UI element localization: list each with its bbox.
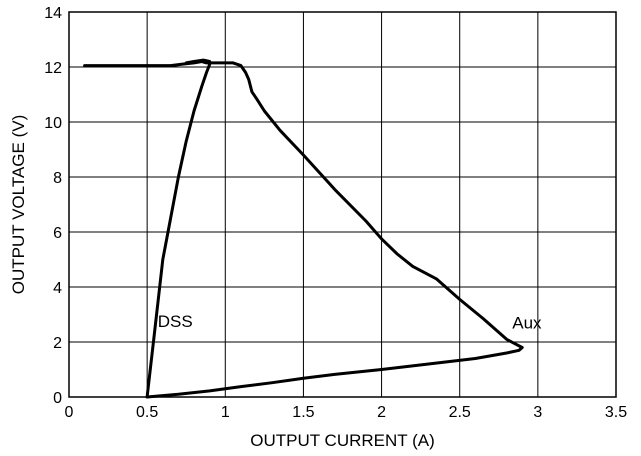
y-tick-label: 12: [44, 60, 62, 77]
series-line-dss: [145, 58, 212, 399]
y-tick-label: 6: [53, 225, 62, 242]
x-tick-label: 1: [221, 404, 230, 421]
grid: [69, 12, 616, 397]
x-tick-label: 2: [377, 404, 386, 421]
x-tick-label: 2.5: [449, 404, 471, 421]
x-tick-label: 3.5: [605, 404, 627, 421]
series-label-dss: DSS: [158, 312, 193, 331]
y-tick-label: 8: [53, 170, 62, 187]
y-tick-label: 10: [44, 115, 62, 132]
series-labels: Aux DSS: [158, 312, 542, 332]
x-tick-label: 3: [533, 404, 542, 421]
x-tick-label: 0.5: [136, 404, 158, 421]
series-lines: [83, 58, 524, 399]
y-tick-label: 2: [53, 335, 62, 352]
x-axis-label: OUTPUT CURRENT (A): [250, 431, 435, 450]
y-tick-label: 0: [53, 390, 62, 407]
x-tick-label: 0: [65, 404, 74, 421]
y-tick-label: 14: [44, 5, 62, 22]
x-tick-label: 1.5: [292, 404, 314, 421]
y-tick-label: 4: [53, 280, 62, 297]
x-axis-ticks: 0 0.5 1 1.5 2 2.5 3 3.5: [65, 404, 628, 421]
series-label-aux: Aux: [512, 313, 542, 332]
y-axis-label: OUTPUT VOLTAGE (V): [9, 115, 28, 294]
plot-frame: [68, 11, 617, 398]
y-axis-ticks: 0 2 4 6 8 10 12 14: [44, 5, 62, 407]
